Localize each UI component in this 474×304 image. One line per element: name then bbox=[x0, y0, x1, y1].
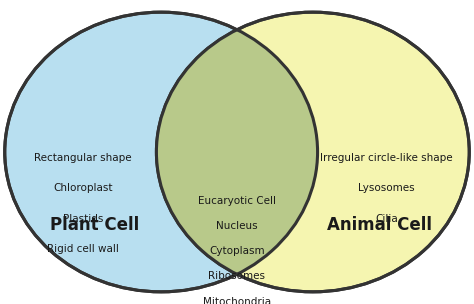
Text: Plastids: Plastids bbox=[63, 214, 103, 224]
Text: Lysosomes: Lysosomes bbox=[358, 184, 415, 193]
Ellipse shape bbox=[5, 12, 318, 292]
Text: Animal Cell: Animal Cell bbox=[327, 216, 432, 234]
Text: Cytoplasm: Cytoplasm bbox=[209, 246, 265, 256]
Text: Plant Cell: Plant Cell bbox=[50, 216, 139, 234]
Text: Rigid cell wall: Rigid cell wall bbox=[47, 244, 119, 254]
Text: Eucaryotic Cell: Eucaryotic Cell bbox=[198, 196, 276, 206]
Text: Cilia: Cilia bbox=[375, 214, 398, 224]
Text: Nucleus: Nucleus bbox=[216, 221, 258, 231]
Text: Irregular circle-like shape: Irregular circle-like shape bbox=[320, 153, 453, 163]
Text: Chloroplast: Chloroplast bbox=[53, 184, 113, 193]
Text: Rectangular shape: Rectangular shape bbox=[34, 153, 132, 163]
Ellipse shape bbox=[156, 12, 469, 292]
Text: Mitochondria: Mitochondria bbox=[203, 297, 271, 304]
Text: Ribosomes: Ribosomes bbox=[209, 271, 265, 281]
Ellipse shape bbox=[5, 12, 318, 292]
